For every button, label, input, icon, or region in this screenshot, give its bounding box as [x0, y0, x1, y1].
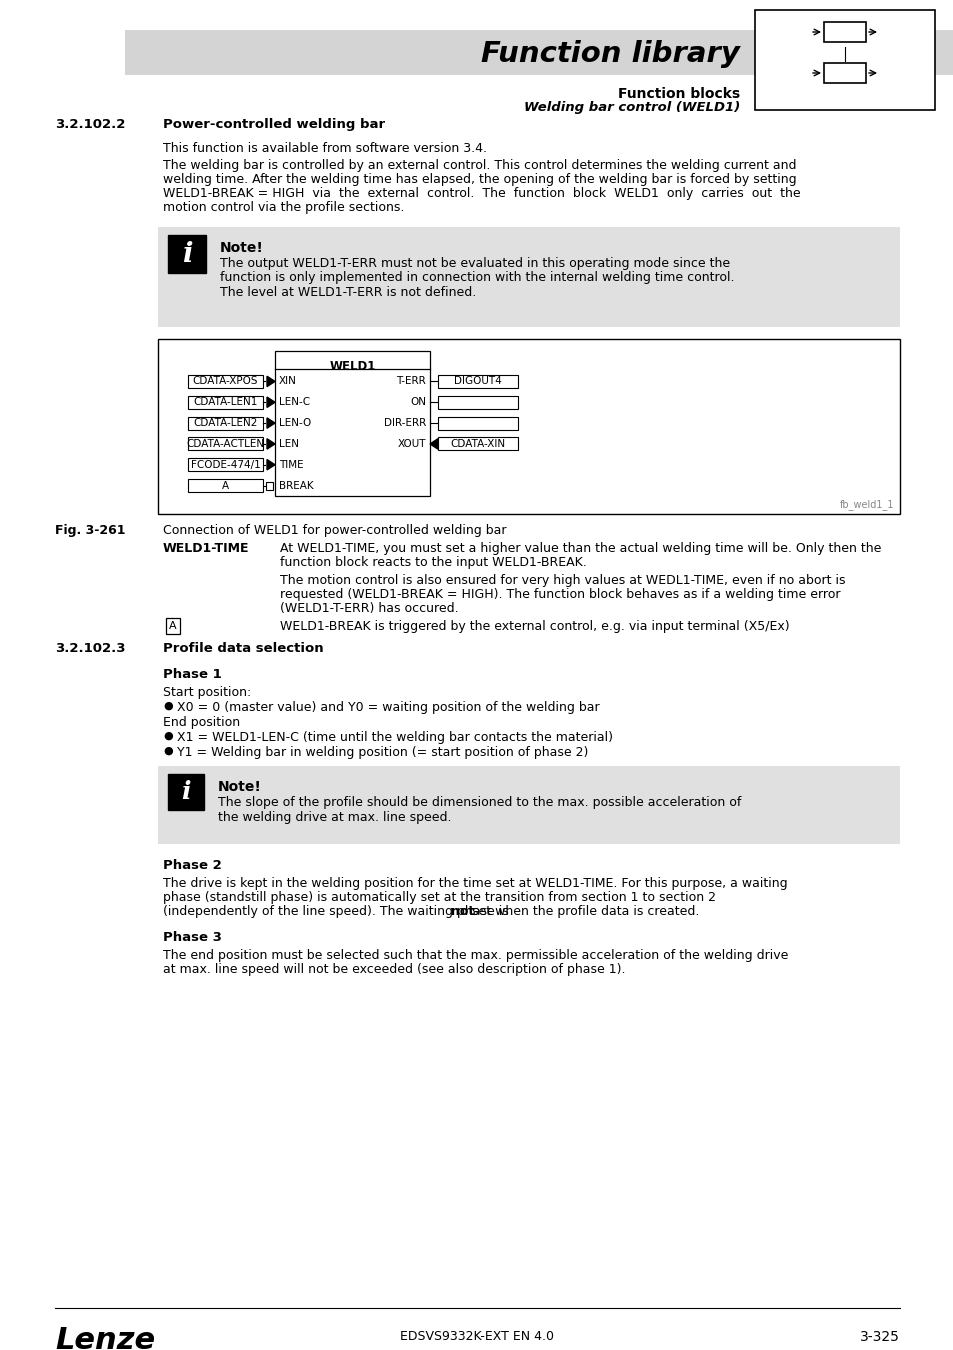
- Text: A: A: [169, 621, 176, 630]
- Text: 3.2.102.3: 3.2.102.3: [55, 643, 126, 655]
- Polygon shape: [267, 397, 274, 408]
- Text: The slope of the profile should be dimensioned to the max. possible acceleration: The slope of the profile should be dimen…: [218, 796, 740, 809]
- Text: CDATA-XIN: CDATA-XIN: [450, 439, 505, 450]
- Text: Y1 = Welding bar in welding position (= start position of phase 2): Y1 = Welding bar in welding position (= …: [177, 747, 588, 759]
- Text: at max. line speed will not be exceeded (see also description of phase 1).: at max. line speed will not be exceeded …: [163, 963, 625, 976]
- Text: Note!: Note!: [218, 780, 262, 794]
- Text: fb_weld1_1: fb_weld1_1: [839, 500, 893, 510]
- Bar: [188, 479, 263, 493]
- Text: CDATA-LEN2: CDATA-LEN2: [193, 418, 257, 428]
- Text: ●: ●: [163, 701, 172, 711]
- Text: (WELD1-T-ERR) has occured.: (WELD1-T-ERR) has occured.: [280, 602, 458, 616]
- Bar: [266, 482, 273, 490]
- Text: the welding drive at max. line speed.: the welding drive at max. line speed.: [218, 811, 451, 824]
- Polygon shape: [267, 459, 274, 470]
- Text: Connection of WELD1 for power-controlled welding bar: Connection of WELD1 for power-controlled…: [163, 524, 506, 537]
- Text: CDATA-XPOS: CDATA-XPOS: [193, 377, 258, 386]
- Bar: [274, 351, 430, 495]
- Text: WELD1: WELD1: [329, 360, 375, 373]
- Text: 3-325: 3-325: [860, 1330, 899, 1345]
- Text: ●: ●: [163, 747, 172, 756]
- Text: This function is available from software version 3.4.: This function is available from software…: [163, 142, 486, 155]
- Text: Phase 1: Phase 1: [163, 668, 221, 680]
- Text: Start position:: Start position:: [163, 686, 251, 699]
- Bar: [188, 458, 263, 471]
- Text: ON: ON: [410, 397, 426, 408]
- Polygon shape: [430, 439, 437, 450]
- Text: X1 = WELD1-LEN-C (time until the welding bar contacts the material): X1 = WELD1-LEN-C (time until the welding…: [177, 730, 613, 744]
- Text: CDATA-ACTLEN: CDATA-ACTLEN: [186, 439, 264, 450]
- Text: Phase 2: Phase 2: [163, 859, 221, 872]
- Bar: [823, 63, 865, 82]
- Text: DIGOUT4: DIGOUT4: [454, 377, 501, 386]
- Text: Profile data selection: Profile data selection: [163, 643, 323, 655]
- Bar: [168, 774, 204, 810]
- Text: Power-controlled welding bar: Power-controlled welding bar: [163, 117, 385, 131]
- Text: welding time. After the welding time has elapsed, the opening of the welding bar: welding time. After the welding time has…: [163, 173, 796, 186]
- Text: Fig. 3-261: Fig. 3-261: [55, 524, 126, 537]
- Text: T-ERR: T-ERR: [395, 377, 426, 386]
- Text: ●: ●: [163, 730, 172, 741]
- Text: LEN: LEN: [278, 439, 298, 450]
- Bar: [437, 396, 517, 409]
- Text: LEN-C: LEN-C: [278, 397, 310, 408]
- Text: Note!: Note!: [220, 242, 264, 255]
- Text: The output WELD1-T-ERR must not be evaluated in this operating mode since the: The output WELD1-T-ERR must not be evalu…: [220, 256, 729, 270]
- Text: Phase 3: Phase 3: [163, 931, 222, 944]
- Text: (independently of the line speed). The waiting phase is: (independently of the line speed). The w…: [163, 904, 512, 918]
- Text: The motion control is also ensured for very high values at WEDL1-TIME, even if n: The motion control is also ensured for v…: [280, 574, 844, 587]
- Text: X0 = 0 (master value) and Y0 = waiting position of the welding bar: X0 = 0 (master value) and Y0 = waiting p…: [177, 701, 599, 714]
- Text: function block reacts to the input WELD1-BREAK.: function block reacts to the input WELD1…: [280, 556, 586, 568]
- Text: TIME: TIME: [278, 460, 303, 470]
- Text: The welding bar is controlled by an external control. This control determines th: The welding bar is controlled by an exte…: [163, 159, 796, 171]
- Polygon shape: [267, 418, 274, 428]
- Text: not: not: [451, 904, 475, 918]
- Bar: [125, 30, 953, 76]
- Bar: [437, 375, 517, 387]
- Text: motion control via the profile sections.: motion control via the profile sections.: [163, 201, 404, 215]
- Text: WELD1-BREAK = HIGH  via  the  external  control.  The  function  block  WELD1  o: WELD1-BREAK = HIGH via the external cont…: [163, 188, 800, 200]
- Text: Welding bar control (WELD1): Welding bar control (WELD1): [523, 101, 740, 113]
- Text: DIR-ERR: DIR-ERR: [383, 418, 426, 428]
- Bar: [188, 375, 263, 387]
- Text: WELD1-TIME: WELD1-TIME: [163, 541, 250, 555]
- Text: The level at WELD1-T-ERR is not defined.: The level at WELD1-T-ERR is not defined.: [220, 286, 476, 298]
- Text: BREAK: BREAK: [278, 481, 314, 490]
- Bar: [158, 227, 899, 327]
- Bar: [188, 437, 263, 451]
- Text: 3.2.102.2: 3.2.102.2: [55, 117, 125, 131]
- Text: The drive is kept in the welding position for the time set at WELD1-TIME. For th: The drive is kept in the welding positio…: [163, 878, 787, 890]
- Text: Lenze: Lenze: [55, 1326, 155, 1350]
- Text: i: i: [181, 780, 191, 805]
- Bar: [437, 437, 517, 451]
- Text: EDSVS9332K-EXT EN 4.0: EDSVS9332K-EXT EN 4.0: [399, 1330, 554, 1343]
- Text: FCODE-474/1: FCODE-474/1: [191, 460, 260, 470]
- Bar: [188, 417, 263, 429]
- Bar: [158, 339, 899, 514]
- Text: End position: End position: [163, 716, 240, 729]
- Text: phase (standstill phase) is automatically set at the transition from section 1 t: phase (standstill phase) is automaticall…: [163, 891, 716, 904]
- Text: The end position must be selected such that the max. permissible acceleration of: The end position must be selected such t…: [163, 949, 787, 963]
- Text: A: A: [222, 481, 229, 490]
- Text: function is only implemented in connection with the internal welding time contro: function is only implemented in connecti…: [220, 271, 734, 285]
- Bar: [754, 9, 934, 109]
- Text: XOUT: XOUT: [397, 439, 426, 450]
- Text: XIN: XIN: [278, 377, 296, 386]
- Bar: [823, 22, 865, 42]
- Polygon shape: [267, 377, 274, 386]
- Text: WELD1-BREAK is triggered by the external control, e.g. via input terminal (X5/Ex: WELD1-BREAK is triggered by the external…: [280, 620, 789, 633]
- Bar: [168, 235, 206, 273]
- Bar: [158, 765, 899, 844]
- Text: At WELD1-TIME, you must set a higher value than the actual welding time will be.: At WELD1-TIME, you must set a higher val…: [280, 541, 881, 555]
- Text: CDATA-LEN1: CDATA-LEN1: [193, 397, 257, 408]
- Bar: [188, 396, 263, 409]
- Text: i: i: [182, 240, 193, 267]
- Text: Function blocks: Function blocks: [618, 86, 740, 101]
- Polygon shape: [267, 439, 274, 450]
- Text: set when the profile data is created.: set when the profile data is created.: [467, 904, 699, 918]
- Text: Function library: Function library: [480, 40, 740, 69]
- Bar: [437, 417, 517, 429]
- Text: LEN-O: LEN-O: [278, 418, 311, 428]
- Text: requested (WELD1-BREAK = HIGH). The function block behaves as if a welding time : requested (WELD1-BREAK = HIGH). The func…: [280, 589, 840, 601]
